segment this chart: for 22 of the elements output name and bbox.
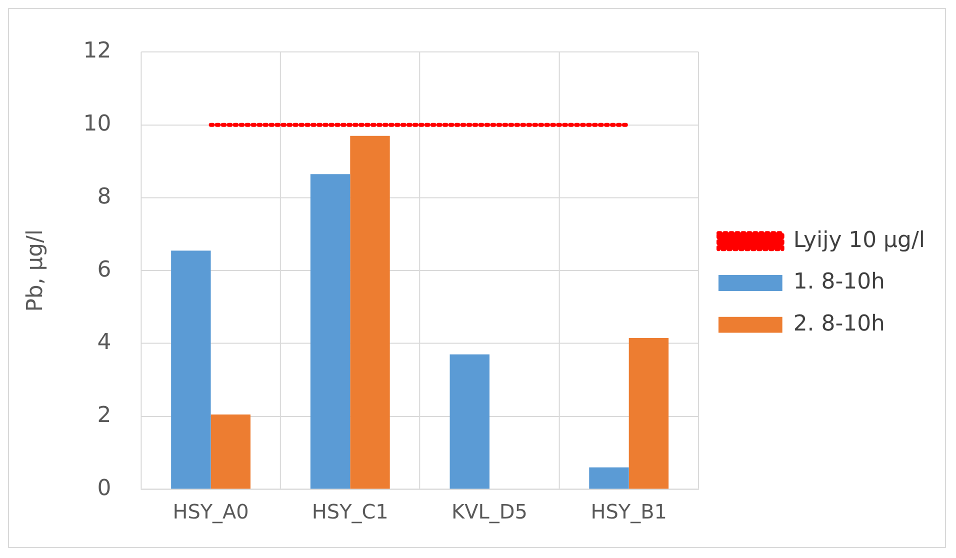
legend-label: Lyijy 10 µg/l (793, 228, 925, 253)
bar (310, 174, 350, 489)
y-tick-label: 6 (97, 257, 112, 282)
y-tick-label: 2 (97, 403, 112, 428)
bar (171, 250, 211, 489)
y-tick-label: 8 (97, 184, 112, 210)
y-tick-label: 4 (97, 330, 112, 356)
y-tick-label: 12 (83, 38, 112, 64)
x-tick-label: HSY_C1 (312, 499, 388, 524)
legend-label: 2. 8-10h (793, 312, 885, 337)
x-tick-label: HSY_B1 (590, 499, 667, 524)
y-tick-label: 0 (97, 476, 112, 501)
y-axis-title: Pb, µg/l (22, 229, 48, 312)
bar (210, 414, 251, 489)
bar (350, 136, 390, 489)
x-tick-label: HSY_A0 (172, 499, 249, 524)
y-tick-label: 10 (83, 112, 112, 137)
legend-label: 1. 8-10h (793, 270, 885, 295)
x-tick-label: KVL_D5 (452, 499, 528, 524)
bar (589, 467, 629, 489)
bar (450, 354, 490, 489)
bar (628, 338, 669, 489)
